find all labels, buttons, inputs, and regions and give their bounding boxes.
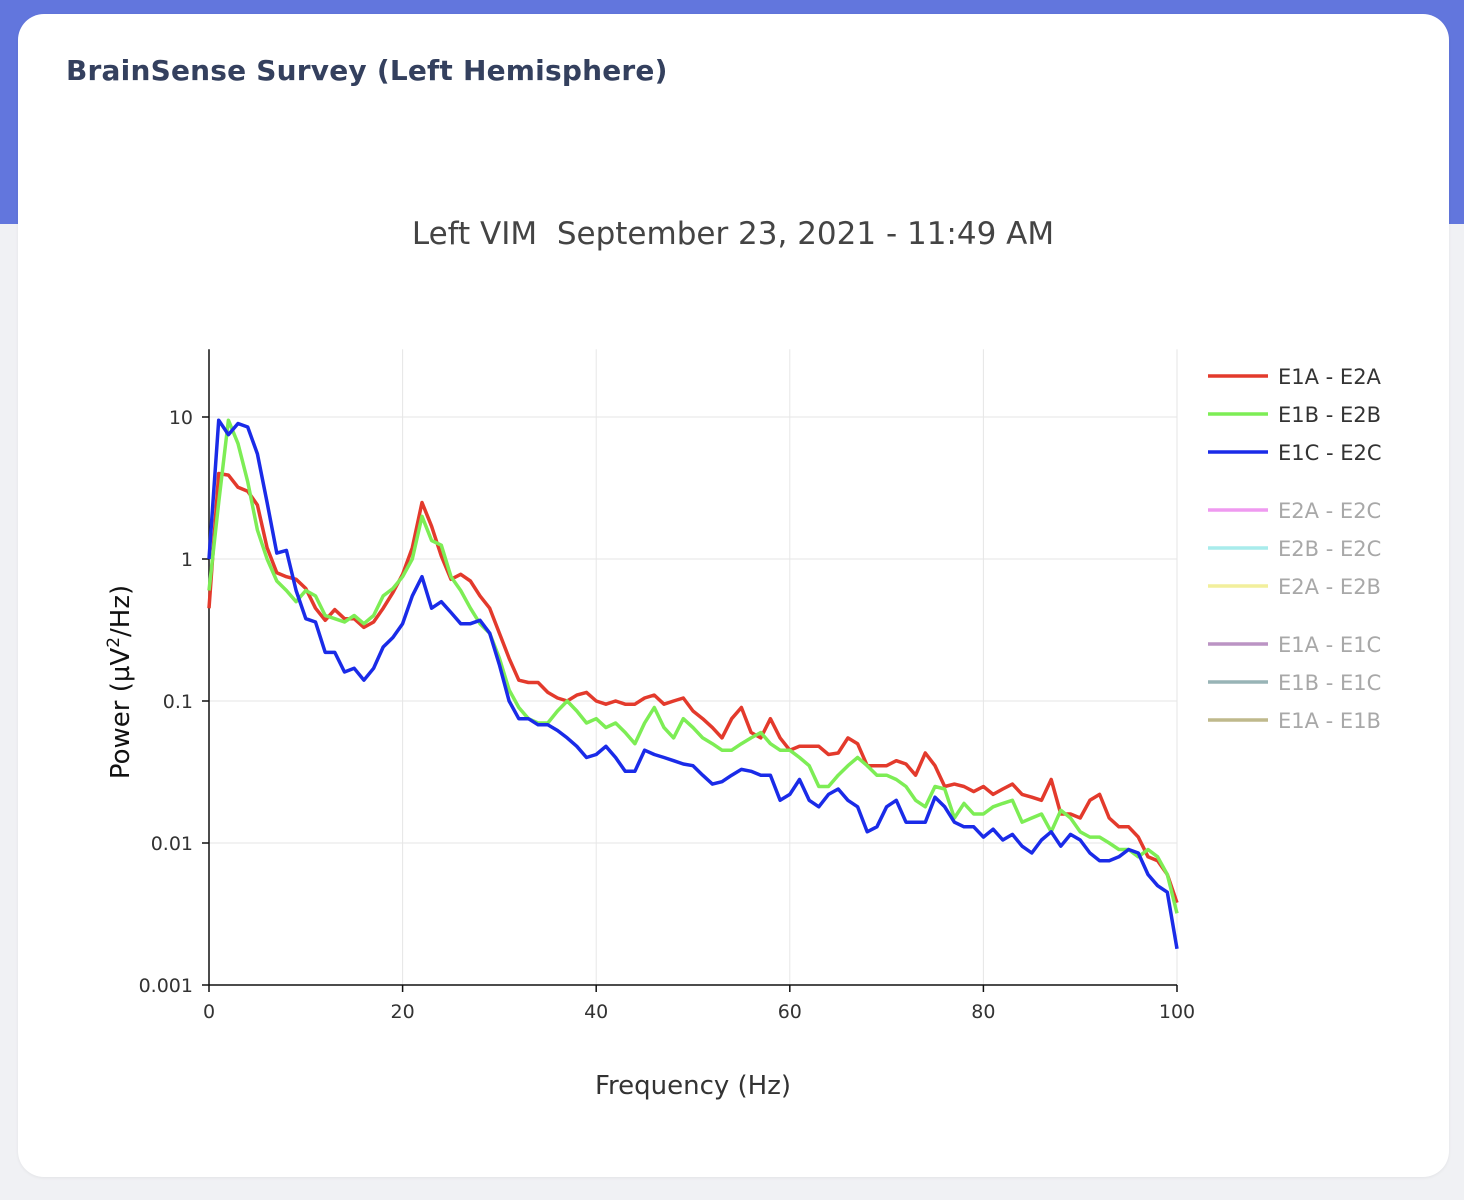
chart-title: Left VIM September 23, 2021 - 11:49 AM xyxy=(412,216,1054,252)
legend-item-e1a-e1b[interactable]: E1A - E1B xyxy=(1208,709,1381,733)
series-line-e1b-e2b xyxy=(207,418,1179,914)
legend-label: E1A - E1C xyxy=(1278,633,1381,657)
tick-labels: 0 20 40 60 80 100 0.001 0.01 0.1 1 10 xyxy=(139,407,1196,1023)
legend-label: E1A - E2A xyxy=(1278,365,1382,389)
legend-item-e1b-e2b[interactable]: E1B - E2B xyxy=(1208,403,1381,427)
psd-chart: Left VIM September 23, 2021 - 11:49 AM 0… xyxy=(104,216,1382,1101)
x-tick-label: 40 xyxy=(584,1001,608,1023)
legend-item-e2a-e2b[interactable]: E2A - E2B xyxy=(1208,575,1381,599)
x-axis-title: Frequency (Hz) xyxy=(595,1071,791,1101)
y-tick-label: 0.001 xyxy=(139,975,193,997)
legend-label: E2A - E2B xyxy=(1278,575,1381,599)
survey-card: BrainSense Survey (Left Hemisphere) Left… xyxy=(18,14,1449,1177)
series-line-e1a-e2a xyxy=(207,471,1179,904)
legend[interactable]: E1A - E2A E1B - E2B E1C - E2C E2A - E2C E2B … xyxy=(1208,365,1382,733)
axes xyxy=(202,349,1178,992)
y-axis-title: Power (µV2/Hz) xyxy=(104,585,136,779)
legend-label: E2A - E2C xyxy=(1278,499,1381,523)
legend-label: E1C - E2C xyxy=(1278,441,1382,465)
legend-label: E1B - E2B xyxy=(1278,403,1381,427)
grid xyxy=(209,349,1178,985)
y-tick-label: 1 xyxy=(181,549,193,571)
series-lines xyxy=(207,418,1179,950)
y-tick-label: 0.1 xyxy=(163,691,193,713)
legend-item-e1a-e2a[interactable]: E1A - E2A xyxy=(1208,365,1382,389)
legend-label: E1B - E1C xyxy=(1278,671,1381,695)
legend-label: E1A - E1B xyxy=(1278,709,1381,733)
x-tick-label: 0 xyxy=(203,1001,215,1023)
legend-item-e1c-e2c[interactable]: E1C - E2C xyxy=(1208,441,1382,465)
x-tick-label: 80 xyxy=(971,1001,995,1023)
legend-item-e1b-e1c[interactable]: E1B - E1C xyxy=(1208,671,1381,695)
x-tick-label: 100 xyxy=(1159,1001,1195,1023)
x-tick-label: 60 xyxy=(778,1001,802,1023)
x-tick-label: 20 xyxy=(391,1001,415,1023)
y-tick-label: 0.01 xyxy=(151,833,193,855)
y-tick-label: 10 xyxy=(169,407,193,429)
series-line-e1c-e2c xyxy=(207,418,1179,950)
card-title: BrainSense Survey (Left Hemisphere) xyxy=(66,54,668,87)
legend-label: E2B - E2C xyxy=(1278,537,1381,561)
legend-item-e2a-e2c[interactable]: E2A - E2C xyxy=(1208,499,1381,523)
legend-item-e2b-e2c[interactable]: E2B - E2C xyxy=(1208,537,1381,561)
legend-item-e1a-e1c[interactable]: E1A - E1C xyxy=(1208,633,1381,657)
